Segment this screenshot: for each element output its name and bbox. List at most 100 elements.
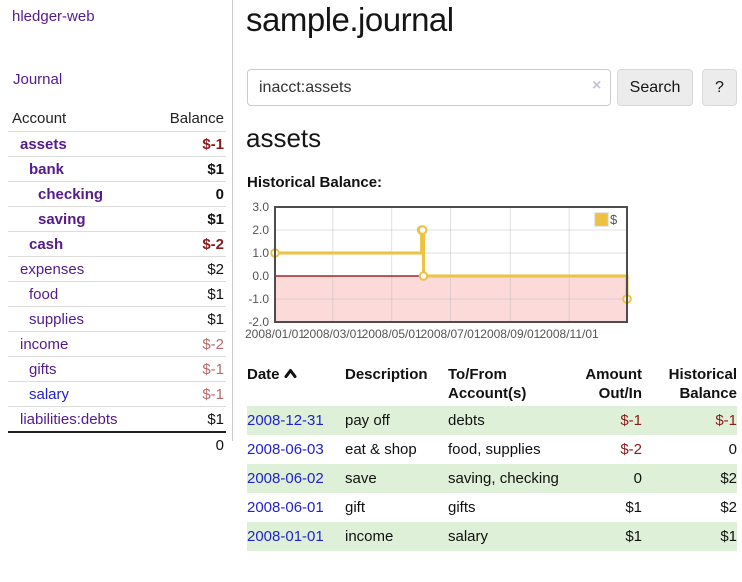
transaction-accounts: saving, checking xyxy=(448,464,560,493)
register-row: 2008-06-02 save saving, checking 0 $2 xyxy=(247,464,737,493)
transaction-amount: 0 xyxy=(560,464,642,493)
account-row-cash: cash $-2 xyxy=(8,231,226,256)
transaction-description: gift xyxy=(345,499,366,516)
sidebar-divider xyxy=(232,0,233,441)
account-link-income[interactable]: income xyxy=(20,335,69,353)
transaction-date-link[interactable]: 2008-01-01 xyxy=(247,528,324,545)
account-link-cash[interactable]: cash xyxy=(29,235,64,253)
transaction-accounts: food, supplies xyxy=(448,441,541,458)
account-link-saving[interactable]: saving xyxy=(38,210,86,228)
account-row-checking: checking 0 xyxy=(8,181,226,206)
account-balance: $-1 xyxy=(202,135,224,153)
register-header-row: Date Description To/From Account(s) Amou… xyxy=(247,363,737,406)
account-row-gifts: gifts $-1 xyxy=(8,356,226,381)
transaction-amount: $1 xyxy=(560,522,642,551)
account-balance: $-1 xyxy=(202,385,224,403)
account-link-gifts[interactable]: gifts xyxy=(29,360,57,378)
account-balance: $1 xyxy=(207,210,224,228)
transaction-amount: $-2 xyxy=(620,441,642,458)
brand-link[interactable]: hledger-web xyxy=(12,8,95,25)
account-total-row: 0 xyxy=(8,431,226,457)
account-row-saving: saving $1 xyxy=(8,206,226,231)
column-header-description: Description xyxy=(345,366,428,383)
register-table: Date Description To/From Account(s) Amou… xyxy=(247,363,737,551)
account-row-salary: salary $-1 xyxy=(8,381,226,406)
register-row: 2008-01-01 income salary $1 $1 xyxy=(247,522,737,551)
sort-ascending-icon xyxy=(284,365,297,384)
transaction-amount: $1 xyxy=(625,499,642,516)
svg-text:0.0: 0.0 xyxy=(252,269,269,283)
transaction-accounts: salary xyxy=(448,522,560,551)
account-link-expenses[interactable]: expenses xyxy=(20,260,85,278)
page-title: sample.journal xyxy=(246,1,454,38)
search-button[interactable]: Search xyxy=(617,69,693,106)
account-row-income: income $-2 xyxy=(8,331,226,356)
account-table-header: Account Balance xyxy=(8,106,226,131)
account-heading: assets xyxy=(246,123,322,153)
transaction-balance: $1 xyxy=(642,522,737,551)
transaction-date-link[interactable]: 2008-06-01 xyxy=(247,499,324,516)
account-balance-table: Account Balance assets $-1 bank $1 check… xyxy=(8,106,226,457)
svg-text:2008/01/01: 2008/01/01 xyxy=(245,327,305,341)
transaction-date-link[interactable]: 2008-06-02 xyxy=(247,470,324,487)
transaction-description: pay off xyxy=(345,406,448,435)
account-link-food[interactable]: food xyxy=(29,285,59,303)
svg-text:2008/09/01: 2008/09/01 xyxy=(480,327,540,341)
transaction-description: income xyxy=(345,522,448,551)
transaction-balance: $2 xyxy=(642,464,737,493)
account-balance: $2 xyxy=(207,260,224,278)
transaction-date-link[interactable]: 2008-06-03 xyxy=(247,441,324,458)
help-button[interactable]: ? xyxy=(702,69,737,106)
account-total-value: 0 xyxy=(215,436,224,454)
transaction-balance: $-1 xyxy=(642,406,737,435)
account-link-liabilities-debts[interactable]: liabilities:debts xyxy=(20,410,118,428)
account-link-assets[interactable]: assets xyxy=(20,135,67,153)
account-column-header: Account xyxy=(12,110,67,127)
account-balance: 0 xyxy=(215,185,224,203)
account-row-liabilities-debts: liabilities:debts $1 xyxy=(8,406,226,431)
svg-text:2008/07/01: 2008/07/01 xyxy=(420,327,480,341)
transaction-balance: $2 xyxy=(720,499,737,516)
account-balance: $-1 xyxy=(202,360,224,378)
account-balance: $-2 xyxy=(202,335,224,353)
search-input[interactable] xyxy=(247,69,611,106)
account-row-bank: bank $1 xyxy=(8,156,226,181)
svg-text:2.0: 2.0 xyxy=(252,223,269,237)
account-balance: $1 xyxy=(207,285,224,303)
svg-text:3.0: 3.0 xyxy=(252,200,269,214)
sidebar-item-journal[interactable]: Journal xyxy=(13,71,63,88)
register-row: 2008-06-01 gift gifts $1 $2 xyxy=(247,493,737,522)
column-header-accounts: To/From Account(s) xyxy=(448,366,527,402)
transaction-amount: $-1 xyxy=(560,406,642,435)
svg-text:-1.0: -1.0 xyxy=(248,292,269,306)
transaction-description: save xyxy=(345,464,448,493)
account-balance: $-2 xyxy=(202,235,224,253)
register-row: 2008-06-03 eat & shop food, supplies $-2… xyxy=(247,435,737,464)
account-link-salary[interactable]: salary xyxy=(29,385,70,403)
column-header-amount: Amount Out/In xyxy=(585,366,642,402)
column-header-balance: Historical Balance xyxy=(668,366,737,402)
column-header-date[interactable]: Date xyxy=(247,363,345,406)
svg-text:2008/05/01: 2008/05/01 xyxy=(362,327,422,341)
transaction-date-link[interactable]: 2008-12-31 xyxy=(247,412,324,429)
account-link-bank[interactable]: bank xyxy=(29,160,65,178)
account-row-food: food $1 xyxy=(8,281,226,306)
account-link-supplies[interactable]: supplies xyxy=(29,310,85,328)
account-balance: $1 xyxy=(207,310,224,328)
account-balance: $1 xyxy=(207,410,224,428)
svg-text:-2.0: -2.0 xyxy=(248,315,269,329)
historical-balance-label: Historical Balance: xyxy=(247,174,383,191)
clear-search-icon[interactable]: × xyxy=(592,77,602,94)
svg-text:2008/11/01: 2008/11/01 xyxy=(540,327,599,341)
balance-column-header: Balance xyxy=(169,110,224,127)
svg-text:2008/03/01: 2008/03/01 xyxy=(303,327,363,341)
transaction-accounts: debts xyxy=(448,406,560,435)
account-balance: $1 xyxy=(207,160,224,178)
account-link-checking[interactable]: checking xyxy=(38,185,104,203)
transaction-description: eat & shop xyxy=(345,441,417,458)
account-row-assets: assets $-1 xyxy=(8,131,226,156)
account-row-expenses: expenses $2 xyxy=(8,256,226,281)
svg-text:1.0: 1.0 xyxy=(252,246,269,260)
transaction-balance: 0 xyxy=(728,441,737,458)
